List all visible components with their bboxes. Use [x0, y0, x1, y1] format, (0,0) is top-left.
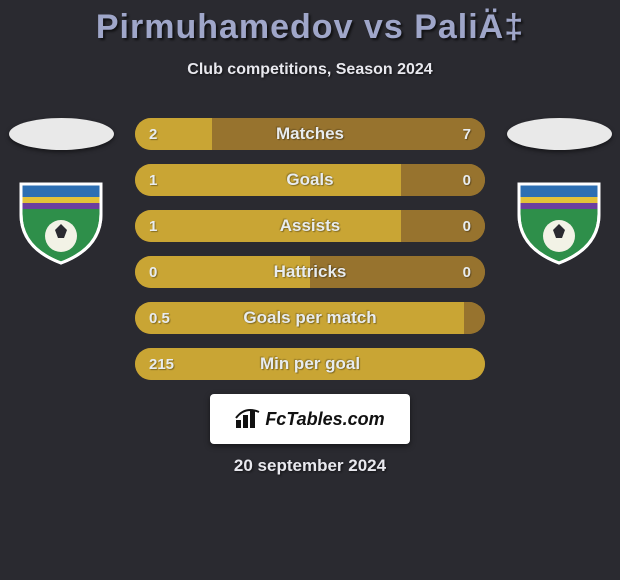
- chart-icon: [235, 408, 261, 430]
- stat-label: Assists: [135, 210, 485, 242]
- stat-value-left: 0.5: [135, 302, 184, 334]
- brand-badge: FcTables.com: [210, 394, 410, 444]
- player-placeholder-right: [507, 118, 612, 150]
- stat-label: Goals per match: [135, 302, 485, 334]
- stat-label: Matches: [135, 118, 485, 150]
- shield-icon: [509, 180, 609, 265]
- stat-value-right: 0: [449, 164, 485, 196]
- stat-value-left: 2: [135, 118, 171, 150]
- subtitle: Club competitions, Season 2024: [0, 61, 620, 79]
- shield-icon: [11, 180, 111, 265]
- stat-value-right: 0: [449, 256, 485, 288]
- right-badges: [504, 118, 614, 265]
- club-badge-right: [509, 180, 609, 265]
- stat-row: Goals per match0.5: [135, 302, 485, 334]
- left-badges: [6, 118, 116, 265]
- stat-row: Goals1 0: [135, 164, 485, 196]
- stat-value-right: [457, 348, 485, 380]
- stat-value-right: [457, 302, 485, 334]
- stat-value-right: 7: [449, 118, 485, 150]
- stat-row: Matches2 7: [135, 118, 485, 150]
- stat-value-left: 215: [135, 348, 188, 380]
- stats-container: Matches27Goals10Assists10Hattricks00Goal…: [135, 118, 485, 380]
- stat-value-left: 1: [135, 210, 171, 242]
- stat-label: Hattricks: [135, 256, 485, 288]
- club-badge-left: [11, 180, 111, 265]
- stat-label: Goals: [135, 164, 485, 196]
- brand-text: FcTables.com: [265, 409, 384, 430]
- comparison-card: Pirmuhamedov vs PaliÄ‡ Club competitions…: [0, 0, 620, 580]
- stat-row: Min per goal215: [135, 348, 485, 380]
- stat-value-left: 1: [135, 164, 171, 196]
- stat-row: Hattricks0 0: [135, 256, 485, 288]
- stat-value-right: 0: [449, 210, 485, 242]
- stat-value-left: 0: [135, 256, 171, 288]
- player-placeholder-left: [9, 118, 114, 150]
- page-title: Pirmuhamedov vs PaliÄ‡: [0, 8, 620, 47]
- stat-row: Assists1 0: [135, 210, 485, 242]
- date-text: 20 september 2024: [0, 456, 620, 476]
